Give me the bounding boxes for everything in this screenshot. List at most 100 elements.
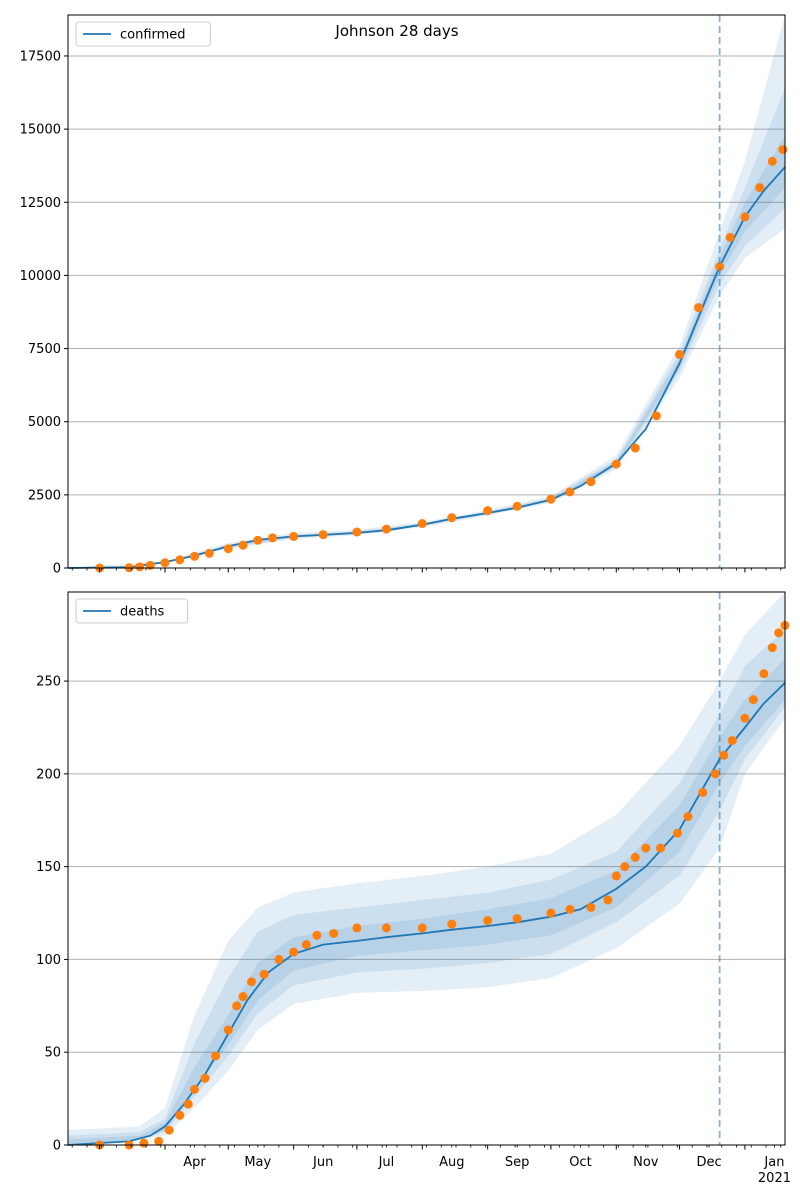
observed-point (268, 533, 278, 543)
observed-point (246, 977, 256, 987)
observed-point (312, 930, 322, 940)
legend-label: deaths (120, 605, 165, 620)
observed-point (483, 915, 493, 925)
observed-point (164, 1125, 174, 1135)
observed-point (190, 1084, 200, 1094)
x-tick-label: May (244, 1155, 271, 1170)
observed-point (160, 558, 170, 568)
observed-point (630, 443, 640, 453)
observed-point (630, 852, 640, 862)
observed-point (232, 1001, 242, 1011)
observed-point (778, 145, 788, 155)
observed-point (352, 527, 362, 537)
y-tick-label: 250 (36, 675, 61, 690)
observed-point (200, 1073, 210, 1083)
observed-point (512, 501, 522, 511)
observed-point (154, 1136, 164, 1146)
observed-point (238, 540, 248, 550)
observed-point (565, 487, 575, 497)
y-tick-label: 100 (36, 953, 61, 968)
x-tick-label: Nov (633, 1155, 659, 1170)
observed-point (381, 923, 391, 933)
observed-point (139, 1138, 149, 1148)
observed-point (274, 954, 284, 964)
observed-point (190, 551, 200, 561)
observed-point (727, 735, 737, 745)
observed-point (238, 992, 248, 1002)
observed-point (740, 212, 750, 222)
observed-point (223, 1025, 233, 1035)
deaths-panel: 0 50 100 150 200 250 Apr May Jun Jul Aug Sep Oct Nov D… (36, 591, 791, 1186)
observed-point (586, 902, 596, 912)
model-line (67, 682, 786, 1146)
confirmed-panel: 0 2500 5000 7500 10000 12500 15000 17500 confirm… (20, 14, 788, 577)
y-tick-label: 12500 (20, 196, 61, 211)
y-tick-label: 2500 (28, 488, 61, 503)
y-tick-label: 15000 (20, 123, 61, 138)
y-tick-label: 5000 (28, 415, 61, 430)
observed-point (289, 531, 299, 541)
observed-point (651, 411, 661, 421)
observed-point (546, 908, 556, 918)
x-tick-label: Oct (569, 1155, 591, 1170)
observed-point (759, 669, 769, 679)
observed-point (694, 303, 704, 313)
observed-point (447, 513, 457, 523)
observed-point (483, 506, 493, 516)
y-tick-label: 0 (53, 1139, 61, 1154)
observed-point (289, 947, 299, 957)
uncertainty-band-2 (68, 629, 785, 1145)
y-tick-label: 50 (44, 1046, 61, 1061)
observed-point (710, 769, 720, 779)
observed-point (204, 548, 214, 558)
observed-point (611, 871, 621, 881)
observed-point (329, 928, 339, 938)
x-tick-label: Sep (505, 1155, 530, 1170)
observed-point (417, 923, 427, 933)
y-tick-label: 150 (36, 860, 61, 875)
y-tick-label: 7500 (28, 342, 61, 357)
observed-point (698, 787, 708, 797)
observed-point (715, 262, 725, 272)
legend-box (75, 598, 189, 624)
uncertainty-band-1 (68, 592, 785, 1145)
observed-point (381, 524, 391, 534)
x-tick-label: Jan (763, 1155, 784, 1170)
x-tick-label: Jun (312, 1155, 333, 1170)
observed-point (175, 1110, 185, 1120)
observed-point (352, 923, 362, 933)
observed-point (672, 828, 682, 838)
observed-point (223, 544, 233, 554)
observed-point (683, 812, 693, 822)
y-tick-label: 200 (36, 767, 61, 782)
observed-point (145, 560, 155, 570)
y-tick-label: 0 (53, 562, 61, 577)
observed-point (565, 904, 575, 914)
observed-point (611, 459, 621, 469)
observed-point (417, 519, 427, 529)
x-tick-year-label: 2021 (758, 1171, 791, 1186)
observed-point (767, 156, 777, 166)
observed-point (767, 643, 777, 653)
observed-point (740, 713, 750, 723)
observed-point (755, 183, 765, 193)
observed-point (253, 535, 263, 545)
observed-point (175, 555, 185, 565)
observed-point (318, 530, 328, 540)
observed-point (211, 1051, 221, 1061)
observed-point (641, 843, 651, 853)
x-tick-label: Aug (439, 1155, 464, 1170)
x-tick-label: Jul (378, 1155, 395, 1170)
observed-point (512, 914, 522, 924)
figure-title: Johnson 28 days (334, 22, 458, 40)
observed-point (774, 628, 784, 638)
legend-box (75, 21, 211, 47)
observed-point (135, 562, 145, 572)
model-line (67, 166, 786, 569)
y-tick-label: 17500 (20, 49, 61, 64)
observed-point (183, 1099, 193, 1109)
observed-point (301, 940, 311, 950)
observed-point (725, 232, 735, 242)
